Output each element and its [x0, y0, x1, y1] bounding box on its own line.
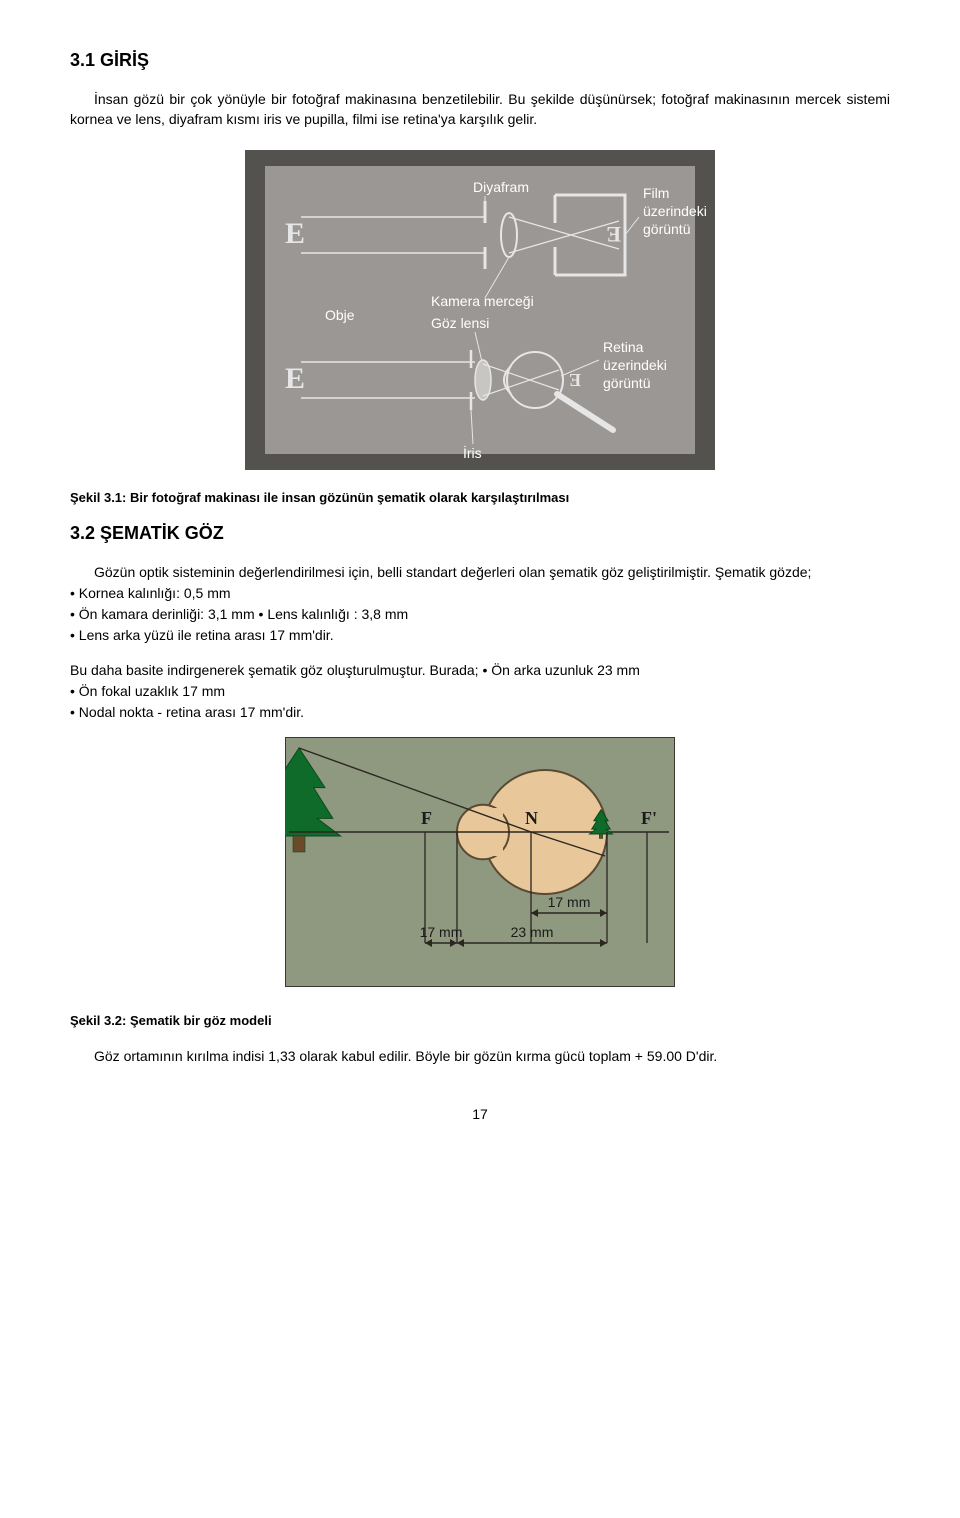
svg-text:E: E [285, 362, 305, 395]
svg-text:Diyafram: Diyafram [473, 179, 529, 195]
svg-text:Film: Film [643, 185, 669, 201]
svg-text:Kamera merceği: Kamera merceği [431, 293, 534, 309]
figure-1-container: E E Diyafram Film üzerindeki görüntü Obje Kamer… [70, 150, 890, 470]
schematic-eye-model-diagram: F N F' 17 mm 17 mm 23 mm [285, 737, 675, 987]
svg-text:Retina: Retina [603, 339, 644, 355]
svg-text:İris: İris [463, 444, 482, 461]
refraction-index-paragraph: Göz ortamının kırılma indisi 1,33 olarak… [70, 1046, 890, 1066]
svg-text:17 mm: 17 mm [548, 894, 591, 910]
figure-1-caption: Şekil 3.1: Bir fotoğraf makinası ile ins… [70, 490, 890, 505]
svg-text:E: E [285, 217, 305, 250]
bullet-line: • Nodal nokta - retina arası 17 mm'dir. [70, 702, 890, 723]
section-heading-2: 3.2 ŞEMATİK GÖZ [70, 523, 890, 544]
bullet-line: • Kornea kalınlığı: 0,5 mm [70, 583, 890, 604]
svg-text:F: F [421, 808, 432, 828]
bullet-line: • Ön kamara derinliği: 3,1 mm • Lens kal… [70, 604, 890, 625]
svg-text:görüntü: görüntü [603, 375, 650, 391]
svg-text:Obje: Obje [325, 307, 355, 323]
page-number: 17 [70, 1106, 890, 1122]
para-text: Bu daha basite indirgenerek şematik göz … [70, 660, 890, 681]
figure-2-container: F N F' 17 mm 17 mm 23 mm [70, 737, 890, 987]
intro-paragraph: İnsan gözü bir çok yönüyle bir fotoğraf … [70, 89, 890, 130]
schematic-eye-paragraph-1: Gözün optik sisteminin değerlendirilmesi… [70, 562, 890, 646]
svg-text:E: E [606, 222, 621, 247]
svg-text:17 mm: 17 mm [420, 924, 463, 940]
svg-text:görüntü: görüntü [643, 221, 690, 237]
svg-text:üzerindeki: üzerindeki [603, 357, 667, 373]
camera-eye-comparison-diagram: E E Diyafram Film üzerindeki görüntü Obje Kamer… [245, 150, 715, 470]
svg-text:üzerindeki: üzerindeki [643, 203, 707, 219]
bullet-line: • Ön fokal uzaklık 17 mm [70, 681, 890, 702]
schematic-eye-paragraph-2: Bu daha basite indirgenerek şematik göz … [70, 660, 890, 723]
svg-text:F': F' [641, 808, 657, 828]
para-text: Gözün optik sisteminin değerlendirilmesi… [70, 562, 890, 583]
section-heading-1: 3.1 GİRİŞ [70, 50, 890, 71]
figure-2-caption: Şekil 3.2: Şematik bir göz modeli [70, 1013, 890, 1028]
svg-text:E: E [569, 370, 581, 390]
svg-text:N: N [525, 808, 538, 828]
bullet-line: • Lens arka yüzü ile retina arası 17 mm'… [70, 625, 890, 646]
svg-text:23 mm: 23 mm [511, 924, 554, 940]
svg-text:Göz lensi: Göz lensi [431, 315, 489, 331]
